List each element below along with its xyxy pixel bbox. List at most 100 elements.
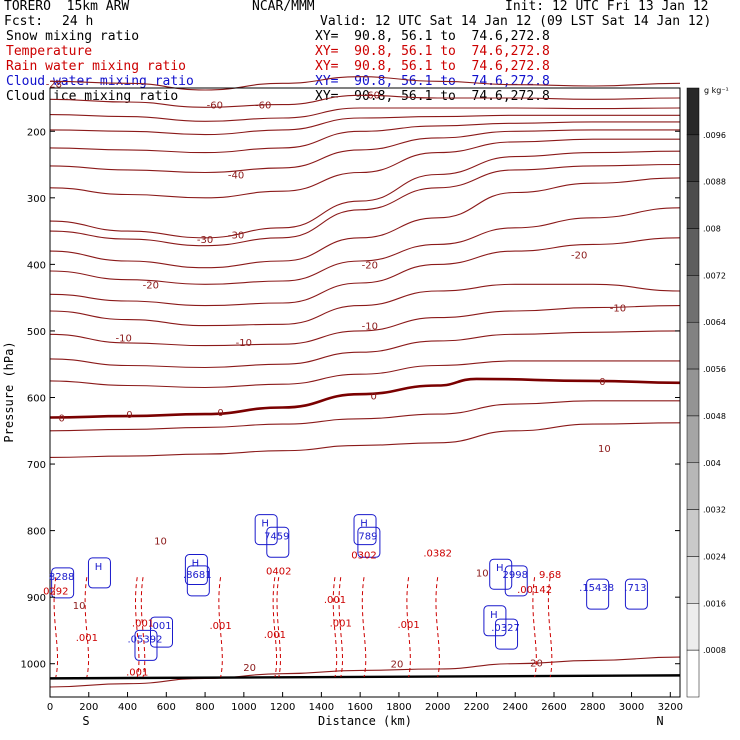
x-tick-label-2200: 2200 bbox=[464, 702, 489, 713]
x-tick-label-1600: 1600 bbox=[347, 702, 372, 713]
rain-trace-8 bbox=[135, 577, 140, 678]
y-tick-label-600: 600 bbox=[27, 393, 46, 404]
cloud-cell-4 bbox=[87, 557, 111, 589]
cloud-label-10: H bbox=[490, 610, 498, 621]
cloud-label-5: .8681 bbox=[183, 570, 212, 581]
rain-label-7: .001 bbox=[397, 620, 419, 631]
rain-trace-2 bbox=[140, 577, 146, 678]
rain-label-8: .001 bbox=[126, 668, 148, 679]
cloud-cell-15 bbox=[586, 578, 610, 610]
temperature-label-3: -60 bbox=[364, 91, 380, 102]
temperature-label-12: -10 bbox=[362, 322, 378, 333]
rain-trace-1 bbox=[84, 577, 90, 678]
cloud-label-15: .15438 bbox=[579, 583, 614, 594]
colorbar-label-4: .0064 bbox=[703, 318, 726, 327]
colorbar-label-9: .0024 bbox=[703, 552, 726, 561]
isotherm--60-1 bbox=[49, 94, 681, 108]
cloud-label-8: .001 bbox=[149, 621, 171, 632]
temperature-label-16: 0 bbox=[217, 408, 223, 419]
cloud-cell-14 bbox=[624, 578, 648, 610]
center-name: NCAR/MMM bbox=[252, 0, 315, 14]
cloud-label-11: .0327 bbox=[491, 623, 520, 634]
isotherm--60-0 bbox=[49, 76, 681, 91]
colorbar-label-5: .0056 bbox=[703, 365, 726, 374]
temperature-label-8: -20 bbox=[362, 260, 378, 271]
isotherm--10-13 bbox=[49, 305, 681, 347]
y-tick-label-700: 700 bbox=[27, 460, 46, 471]
isotherm--20-11 bbox=[49, 237, 681, 307]
cloud-cell-10 bbox=[483, 605, 507, 637]
x-tick-label-1000: 1000 bbox=[231, 702, 256, 713]
cloud-label-0: H bbox=[261, 519, 269, 530]
y-tick-label-300: 300 bbox=[27, 194, 46, 205]
init-time: Init: 12 UTC Fri 13 Jan 12 bbox=[505, 0, 709, 14]
ground-surface bbox=[49, 674, 681, 680]
cloud-label-7: 8288 bbox=[49, 572, 74, 583]
y-tick-label-200: 200 bbox=[27, 127, 46, 138]
cloud-cell-12 bbox=[489, 558, 513, 590]
rain-trace-9 bbox=[532, 577, 537, 678]
x-tick-label-0: 0 bbox=[47, 702, 53, 713]
south-label: S bbox=[82, 714, 89, 728]
isotherm--5-15 bbox=[49, 360, 680, 389]
x-tick-label-800: 800 bbox=[196, 702, 215, 713]
rain-label-4: .001 bbox=[264, 630, 286, 641]
x-tick-label-1200: 1200 bbox=[270, 702, 295, 713]
cloud-cell-3 bbox=[357, 526, 381, 558]
rain-label-9: .00142 bbox=[517, 585, 552, 596]
colorbar-swatch-3 bbox=[686, 228, 700, 276]
cloud-label-9: .05392 bbox=[127, 634, 162, 645]
isotherm--20-9 bbox=[49, 177, 681, 269]
xy-range-rain: XY= 90.8, 56.1 to 74.6,272.8 bbox=[315, 59, 550, 74]
temperature-label-21: 10 bbox=[476, 569, 489, 580]
rain-trace-3 bbox=[218, 577, 223, 678]
x-tick-label-600: 600 bbox=[157, 702, 176, 713]
x-tick-label-1800: 1800 bbox=[386, 702, 411, 713]
rain-trace-10 bbox=[435, 577, 440, 678]
colorbar-swatch-4 bbox=[686, 275, 700, 323]
cloud-cell-9 bbox=[134, 629, 158, 661]
cloud-cell-2 bbox=[353, 514, 377, 546]
colorbar-swatch-0 bbox=[686, 87, 700, 136]
temperature-label-9: -20 bbox=[571, 250, 587, 261]
rain-label-3: .001 bbox=[209, 621, 231, 632]
isotherm--10-12 bbox=[49, 283, 681, 327]
x-tick-label-2800: 2800 bbox=[580, 702, 605, 713]
forecast-value: 24 h bbox=[62, 14, 94, 29]
cloud-cell-1 bbox=[266, 526, 290, 558]
colorbar-swatch-5 bbox=[686, 321, 700, 370]
isotherm-10-18 bbox=[49, 422, 681, 458]
rain-label-2: .001 bbox=[132, 618, 154, 629]
rain-label-0: 0292 bbox=[43, 587, 68, 598]
rain-trace-0 bbox=[53, 577, 59, 678]
colorbar-swatch-1 bbox=[686, 134, 700, 182]
xy-range-cloud-ice: XY= 90.8, 56.1 to 74.6,272.8 bbox=[315, 89, 550, 104]
isotherm--40-6 bbox=[49, 138, 680, 199]
rain-contours bbox=[53, 577, 553, 678]
isotherm--30-8 bbox=[49, 163, 681, 247]
field-label-rain: Rain water mixing ratio bbox=[6, 59, 187, 74]
y-tick-label-1000: 1000 bbox=[21, 660, 46, 671]
y-tick-label-400: 400 bbox=[27, 260, 46, 271]
cloud-label-3: 789 bbox=[358, 531, 377, 542]
rain-trace-4 bbox=[272, 577, 278, 678]
temperature-label-5: -30 bbox=[197, 235, 213, 246]
temperature-label-24: 20 bbox=[530, 658, 543, 669]
cloud-label-6: H bbox=[192, 559, 200, 570]
colorbar-label-2: .008 bbox=[703, 225, 721, 234]
isotherm-5-17 bbox=[49, 400, 680, 432]
temperature-label-1: -60 bbox=[207, 101, 223, 112]
colorbar-label-7: .004 bbox=[703, 459, 721, 468]
colorbar-unit: g kg⁻¹ bbox=[704, 86, 729, 95]
isotherm-20-19 bbox=[49, 656, 681, 688]
x-tick-label-1400: 1400 bbox=[309, 702, 334, 713]
colorbar-swatch-8 bbox=[686, 462, 700, 510]
rain-trace-6 bbox=[338, 577, 343, 678]
rain-trace-13 bbox=[361, 577, 367, 678]
temperature-label-18: 0 bbox=[599, 377, 605, 388]
isotherm--50-4 bbox=[49, 121, 680, 154]
temperature-label-17: 0 bbox=[371, 391, 377, 402]
colorbar-swatch-10 bbox=[686, 556, 700, 604]
isotherm--60-2 bbox=[49, 107, 681, 122]
